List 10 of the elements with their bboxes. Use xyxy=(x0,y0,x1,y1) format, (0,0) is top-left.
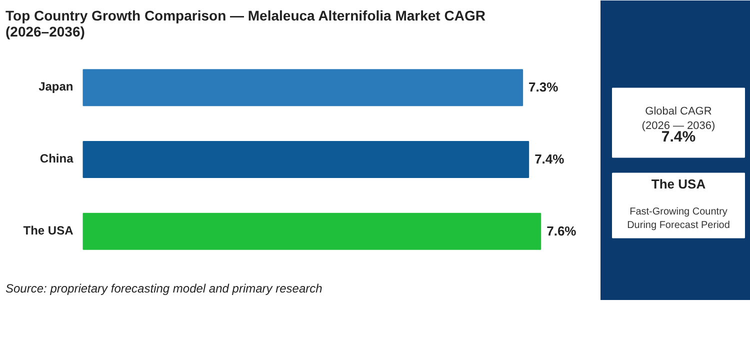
text: Fast-Growing Country During Forecast Period xyxy=(627,206,730,231)
data-label: 7.3% xyxy=(528,80,559,95)
data-label: 7.6% xyxy=(546,223,577,238)
y-tick-label: The USA xyxy=(23,223,74,238)
source-note: Source: proprietary forecasting model and primary research xyxy=(6,282,323,296)
y-tick-label: China xyxy=(40,152,74,166)
chart-title: Top Country Growth Comparison — Melaleuca Alternifolia Market CAGR (2026–2036) xyxy=(6,8,486,40)
data-label: 7.4% xyxy=(534,152,565,166)
y-tick-label: Japan xyxy=(38,80,74,94)
text: The USA xyxy=(651,176,706,192)
